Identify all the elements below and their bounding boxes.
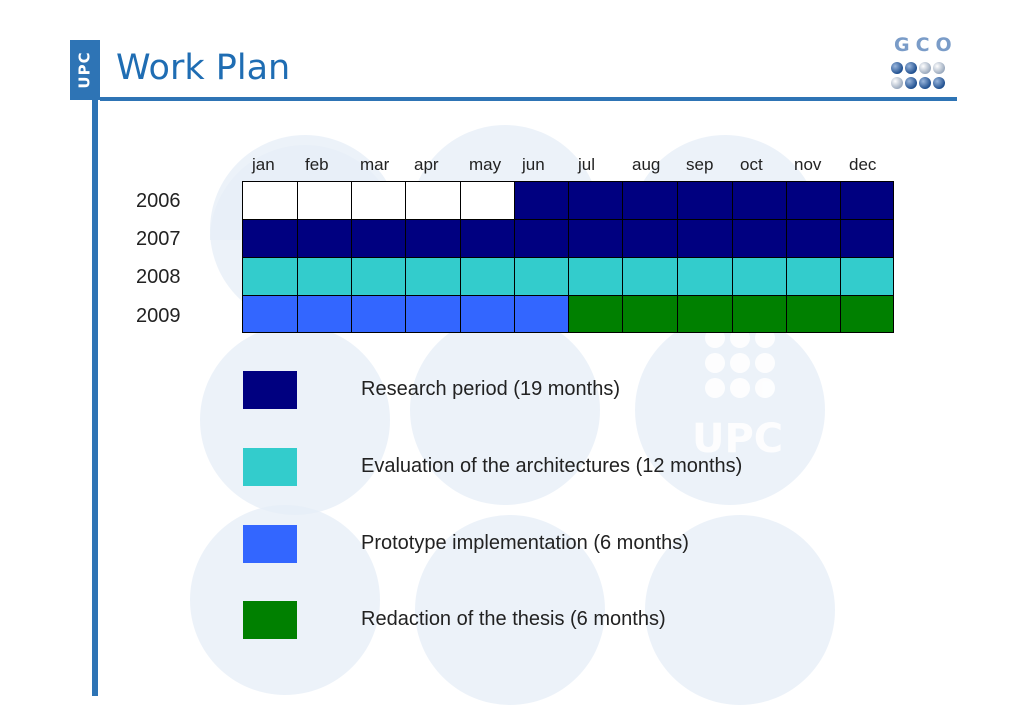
gantt-cell-prototype [242, 295, 297, 333]
gantt-cell-redaction [732, 295, 786, 333]
legend-label: Prototype implementation (6 months) [361, 532, 689, 554]
month-label: jul [578, 155, 596, 174]
month-label: oct [740, 155, 763, 174]
year-label: 2006 [136, 190, 181, 212]
gantt-gridline [242, 219, 894, 220]
gantt-cell-research [405, 219, 460, 257]
month-label: may [469, 155, 502, 174]
gantt-cell-redaction [840, 295, 894, 333]
gantt-cell-evaluation [786, 257, 840, 295]
gantt-cell-prototype [460, 295, 514, 333]
gantt-cell-research [732, 219, 786, 257]
legend-label: Research period (19 months) [361, 378, 621, 400]
gantt-cell-prototype [297, 295, 351, 333]
legend-swatch [243, 448, 297, 486]
legend-swatch [243, 525, 297, 563]
gantt-cell-research [622, 181, 677, 219]
gantt-cell-evaluation [460, 257, 514, 295]
gantt-cell-evaluation [242, 257, 297, 295]
title-rule [100, 97, 957, 101]
gco-logo-text: GCO [894, 34, 958, 56]
gantt-cell-research [786, 181, 840, 219]
slide-title: Work Plan [116, 48, 291, 88]
gco-dots-icon [891, 62, 945, 89]
gantt-cell-research [568, 181, 622, 219]
gantt-cell-research [460, 219, 514, 257]
gantt-cell-research [840, 181, 894, 219]
month-label: jun [522, 155, 545, 174]
gantt-cell-research [677, 219, 732, 257]
legend-swatch [243, 601, 297, 639]
gantt-cell-redaction [622, 295, 677, 333]
year-label: 2009 [136, 305, 181, 327]
gantt-cell-none [297, 181, 351, 219]
gantt-cell-research [514, 219, 568, 257]
gantt-cell-evaluation [622, 257, 677, 295]
gantt-cell-research [514, 181, 568, 219]
gantt-cell-research [568, 219, 622, 257]
gantt-cell-none [242, 181, 297, 219]
gantt-grid [242, 181, 894, 333]
legend-swatch [243, 371, 297, 409]
year-label: 2007 [136, 228, 181, 250]
gantt-gridline [242, 295, 894, 296]
month-label: mar [360, 155, 390, 174]
year-label: 2008 [136, 266, 181, 288]
gantt-cell-evaluation [568, 257, 622, 295]
gantt-cell-evaluation [514, 257, 568, 295]
gantt-cell-redaction [568, 295, 622, 333]
side-divider [92, 100, 98, 696]
gantt-cell-evaluation [677, 257, 732, 295]
gantt-cell-prototype [514, 295, 568, 333]
legend-item-evaluation: Evaluation of the architectures (12 mont… [243, 448, 863, 486]
gantt-cell-redaction [786, 295, 840, 333]
gantt-cell-evaluation [840, 257, 894, 295]
gantt-gridline [242, 257, 894, 258]
gantt-cell-research [786, 219, 840, 257]
legend-item-research: Research period (19 months) [243, 371, 863, 409]
gantt-cell-evaluation [732, 257, 786, 295]
month-label: dec [849, 155, 877, 174]
gantt-cell-redaction [677, 295, 732, 333]
month-label: aug [632, 155, 661, 174]
gantt-cell-research [351, 219, 405, 257]
legend-label: Evaluation of the architectures (12 mont… [361, 455, 743, 477]
gantt-cell-none [460, 181, 514, 219]
legend-item-prototype: Prototype implementation (6 months) [243, 525, 863, 563]
gantt-cell-evaluation [405, 257, 460, 295]
watermark-text: UPC [692, 416, 783, 462]
gantt-cell-research [242, 219, 297, 257]
gantt-gridline [242, 181, 894, 182]
gantt-cell-research [622, 219, 677, 257]
gantt-cell-none [351, 181, 405, 219]
month-label: feb [305, 155, 329, 174]
upc-side-tag-label: UPC [76, 51, 94, 89]
legend-item-redaction: Redaction of the thesis (6 months) [243, 601, 863, 639]
gantt-cell-research [840, 219, 894, 257]
gantt-cell-prototype [405, 295, 460, 333]
month-label: sep [686, 155, 714, 174]
gantt-cell-research [732, 181, 786, 219]
gantt-cell-evaluation [351, 257, 405, 295]
month-label: nov [794, 155, 822, 174]
upc-side-tag: UPC [70, 40, 100, 100]
gantt-gridline [242, 332, 894, 333]
gco-logo: GCO [880, 34, 960, 96]
gantt-cell-research [297, 219, 351, 257]
month-label: apr [414, 155, 439, 174]
gantt-cell-research [677, 181, 732, 219]
gantt-cell-prototype [351, 295, 405, 333]
legend-label: Redaction of the thesis (6 months) [361, 608, 666, 630]
gantt-cell-evaluation [297, 257, 351, 295]
month-label: jan [252, 155, 275, 174]
gantt-cell-none [405, 181, 460, 219]
